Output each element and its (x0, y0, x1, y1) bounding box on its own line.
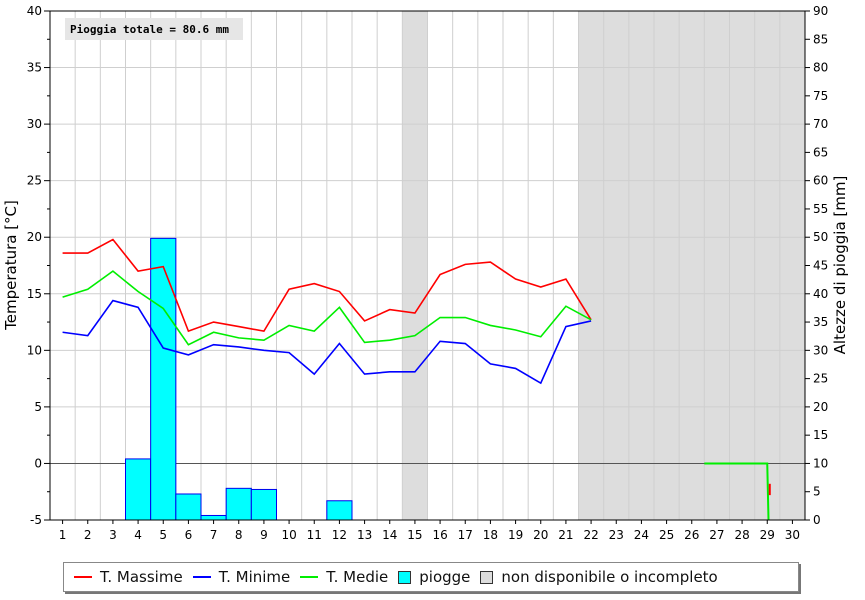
x-tick-label: 22 (583, 528, 598, 542)
legend-label: piogge (419, 568, 471, 586)
legend: T. Massime T. Minime T. Medie piogge non… (63, 562, 799, 592)
x-tick-label: 7 (210, 528, 218, 542)
y-right-tick-label: 85 (813, 32, 828, 46)
y-right-tick-label: 10 (813, 456, 828, 470)
y-left-tick-label: 25 (27, 174, 42, 188)
y-left-tick-label: -5 (30, 513, 42, 527)
x-tick-label: 3 (109, 528, 117, 542)
x-tick-label: 20 (533, 528, 548, 542)
series-line-avg (62, 270, 592, 346)
rain-bar (250, 488, 277, 521)
y-left-tick-label: 5 (34, 400, 42, 414)
x-tick-label: 23 (609, 528, 624, 542)
rain-bar (200, 514, 227, 521)
y-right-tick-label: 40 (813, 287, 828, 301)
rain-bar (175, 493, 202, 521)
x-tick-label: 14 (382, 528, 397, 542)
y-right-tick-label: 5 (813, 485, 821, 499)
x-tick-label: 1 (59, 528, 67, 542)
rain-bar (125, 458, 152, 521)
legend-label: T. Medie (326, 568, 389, 586)
x-tick-label: 16 (432, 528, 447, 542)
y-right-tick-label: 75 (813, 89, 828, 103)
total-rain-box (65, 18, 243, 40)
unavailable-region (402, 11, 428, 520)
x-tick-label: 12 (332, 528, 347, 542)
rain-bar (225, 487, 252, 521)
y-right-tick-label: 0 (813, 513, 821, 527)
y-axis-right-label: Altezze di pioggia [mm] (831, 176, 849, 355)
x-tick-label: 19 (508, 528, 523, 542)
x-tick-label: 28 (734, 528, 749, 542)
series-line-max (62, 238, 592, 333)
x-tick-label: 27 (709, 528, 724, 542)
y-left-tick-label: 30 (27, 117, 42, 131)
x-tick-label: 8 (235, 528, 243, 542)
x-tick-label: 6 (185, 528, 193, 542)
x-tick-label: 30 (785, 528, 800, 542)
y-right-tick-label: 20 (813, 400, 828, 414)
legend-label: T. Minime (218, 568, 291, 586)
y-left-tick-label: 35 (27, 61, 42, 75)
x-tick-label: 10 (281, 528, 296, 542)
legend-item-avg: T. Medie (300, 568, 388, 586)
unavailable-region (578, 11, 805, 520)
y-right-tick-label: 50 (813, 230, 828, 244)
x-tick-label: 26 (684, 528, 699, 542)
y-right-tick-label: 90 (813, 4, 828, 18)
legend-item-rain: piogge (398, 568, 470, 586)
y-left-tick-label: 0 (34, 456, 42, 470)
y-right-tick-label: 70 (813, 117, 828, 131)
legend-item-max: T. Massime (74, 568, 183, 586)
y-left-tick-label: 10 (27, 343, 42, 357)
y-right-tick-label: 25 (813, 372, 828, 386)
y-right-tick-label: 45 (813, 259, 828, 273)
x-tick-label: 5 (159, 528, 167, 542)
legend-item-min: T. Minime (192, 568, 291, 586)
x-tick-label: 21 (558, 528, 573, 542)
total-rain-annotation: Pioggia totale = 80.6 mm (70, 23, 229, 36)
y-right-tick-label: 30 (813, 343, 828, 357)
x-tick-label: 11 (307, 528, 322, 542)
x-tick-label: 15 (407, 528, 422, 542)
y-axis-left-label: Temperatura [°C] (2, 200, 20, 331)
y-right-tick-label: 80 (813, 61, 828, 75)
series-line-min (62, 299, 592, 385)
y-right-tick-label: 55 (813, 202, 828, 216)
legend-label: non disponibile o incompleto (501, 568, 718, 586)
y-right-tick-label: 15 (813, 428, 828, 442)
x-tick-label: 18 (483, 528, 498, 542)
y-right-tick-label: 65 (813, 145, 828, 159)
extra-segment (704, 462, 770, 521)
x-tick-label: 29 (760, 528, 775, 542)
x-tick-label: 17 (458, 528, 473, 542)
y-right-tick-label: 60 (813, 174, 828, 188)
rain-bar (326, 500, 353, 521)
chart-svg: 1 2 3 4 5 6 7 8 9 10 11 12 13 14 15 16 17 18 19 20 21 22 23 24 2… (2, 4, 849, 542)
x-tick-label: 13 (357, 528, 372, 542)
x-tick-label: 24 (634, 528, 649, 542)
legend-item-unavailable: non disponibile o incompleto (480, 568, 718, 586)
y-left-tick-label: 40 (27, 4, 42, 18)
legend-label: T. Massime (100, 568, 183, 586)
y-left-tick-label: 20 (27, 230, 42, 244)
rain-bar (150, 237, 177, 521)
x-tick-label: 9 (260, 528, 268, 542)
x-tick-label: 2 (84, 528, 92, 542)
y-right-tick-label: 35 (813, 315, 828, 329)
y-left-tick-label: 15 (27, 287, 42, 301)
x-tick-label: 4 (134, 528, 142, 542)
x-tick-label: 25 (659, 528, 674, 542)
